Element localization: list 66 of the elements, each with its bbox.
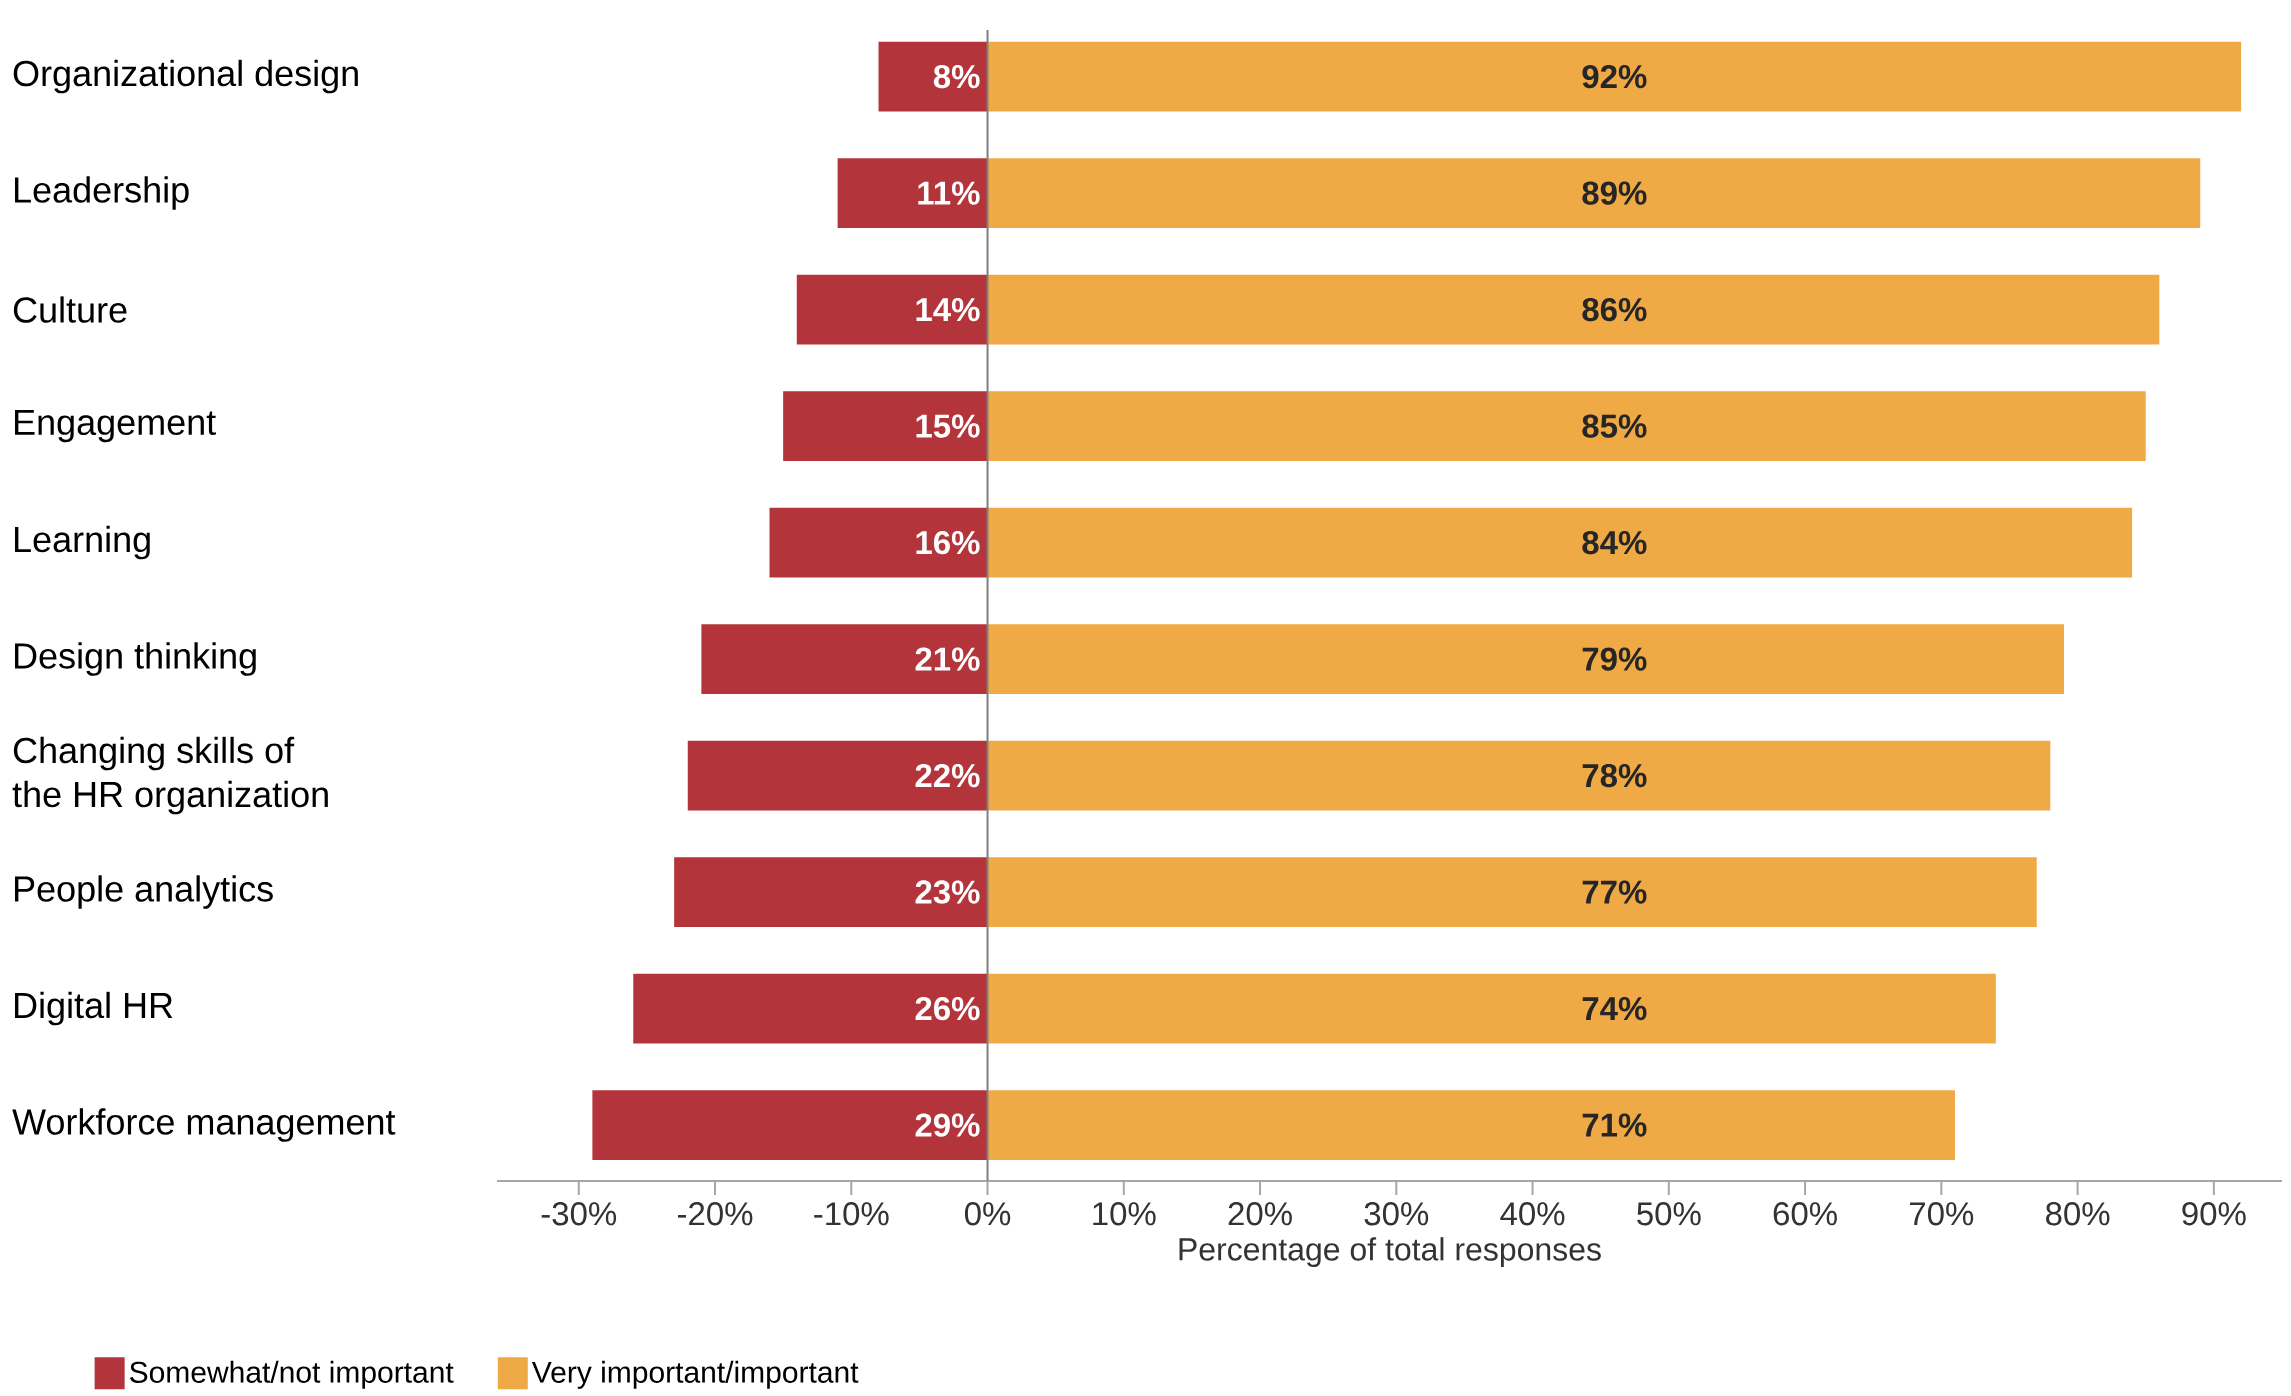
data-label: 79% bbox=[1582, 647, 1647, 671]
y-tick-label: Changing skills of the HR organization bbox=[12, 736, 328, 815]
x-tick-label: 10% bbox=[1093, 1202, 1156, 1226]
y-tick-label: People analytics bbox=[15, 875, 273, 909]
data-label: 84% bbox=[1582, 530, 1647, 555]
y-tick-label: Leadership bbox=[15, 176, 189, 210]
bar bbox=[674, 857, 988, 928]
y-tick-label: Digital HR bbox=[15, 991, 173, 1026]
data-label: 15% bbox=[916, 414, 980, 438]
bar bbox=[987, 274, 2160, 345]
x-tick-label: 40% bbox=[1500, 1202, 1565, 1226]
legend-label: Very important/important bbox=[531, 1360, 859, 1389]
data-label: 92% bbox=[1582, 64, 1647, 89]
data-label: 23% bbox=[915, 880, 980, 904]
bar bbox=[987, 391, 2146, 462]
bar bbox=[837, 158, 988, 229]
data-label: 29% bbox=[915, 1113, 980, 1137]
x-tick-label: 0% bbox=[964, 1202, 1011, 1226]
x-tick-label: 70% bbox=[1910, 1202, 1974, 1226]
x-tick-label: -10% bbox=[814, 1202, 889, 1226]
y-tick-label: Organizational design bbox=[13, 59, 358, 94]
x-tick-label: 90% bbox=[2182, 1202, 2246, 1226]
data-label: 8% bbox=[933, 64, 980, 89]
bar bbox=[783, 391, 988, 462]
data-label: 78% bbox=[1582, 763, 1647, 788]
x-tick-label: -30% bbox=[541, 1202, 617, 1226]
bar bbox=[987, 41, 2242, 112]
x-axis-title: Percentage of total responses bbox=[1179, 1237, 1601, 1267]
data-label: 77% bbox=[1582, 880, 1647, 904]
y-tick-label: Culture bbox=[13, 296, 127, 323]
bar bbox=[987, 857, 2037, 928]
x-tick-label: 20% bbox=[1228, 1202, 1292, 1226]
bar bbox=[987, 158, 2201, 229]
bar bbox=[701, 624, 988, 695]
bar bbox=[987, 740, 2051, 811]
data-label: 86% bbox=[1582, 297, 1647, 322]
bar bbox=[633, 973, 988, 1044]
data-label: 22% bbox=[915, 763, 980, 788]
y-tick-label: Design thinking bbox=[15, 642, 256, 676]
data-label: 16% bbox=[916, 530, 980, 555]
bar bbox=[987, 624, 2064, 695]
bar bbox=[878, 41, 988, 112]
x-tick-label: 60% bbox=[1773, 1202, 1837, 1226]
x-tick-label: -20% bbox=[677, 1202, 753, 1226]
bar bbox=[769, 507, 988, 578]
data-label: 89% bbox=[1582, 181, 1647, 205]
data-label: 11% bbox=[918, 181, 980, 205]
data-label: 85% bbox=[1582, 414, 1647, 438]
data-label: 71% bbox=[1582, 1113, 1647, 1137]
x-tick-label: 50% bbox=[1637, 1202, 1701, 1226]
x-tick-label: 30% bbox=[1364, 1202, 1429, 1226]
data-label: 21% bbox=[915, 647, 980, 671]
bar bbox=[796, 274, 988, 345]
bar bbox=[687, 740, 988, 811]
x-tick-label: 80% bbox=[2046, 1202, 2110, 1226]
y-tick-label: Learning bbox=[15, 525, 150, 560]
data-label: 74% bbox=[1582, 996, 1647, 1021]
data-label: 14% bbox=[916, 297, 980, 322]
bar bbox=[987, 507, 2133, 578]
bar bbox=[987, 1090, 1955, 1161]
data-label: 26% bbox=[915, 996, 980, 1021]
legend-label: Somewhat/not important bbox=[129, 1360, 454, 1389]
bar bbox=[987, 973, 1996, 1044]
y-tick-label: Engagement bbox=[15, 409, 216, 443]
bar bbox=[592, 1090, 988, 1161]
y-tick-label: Workforce management bbox=[12, 1108, 396, 1142]
